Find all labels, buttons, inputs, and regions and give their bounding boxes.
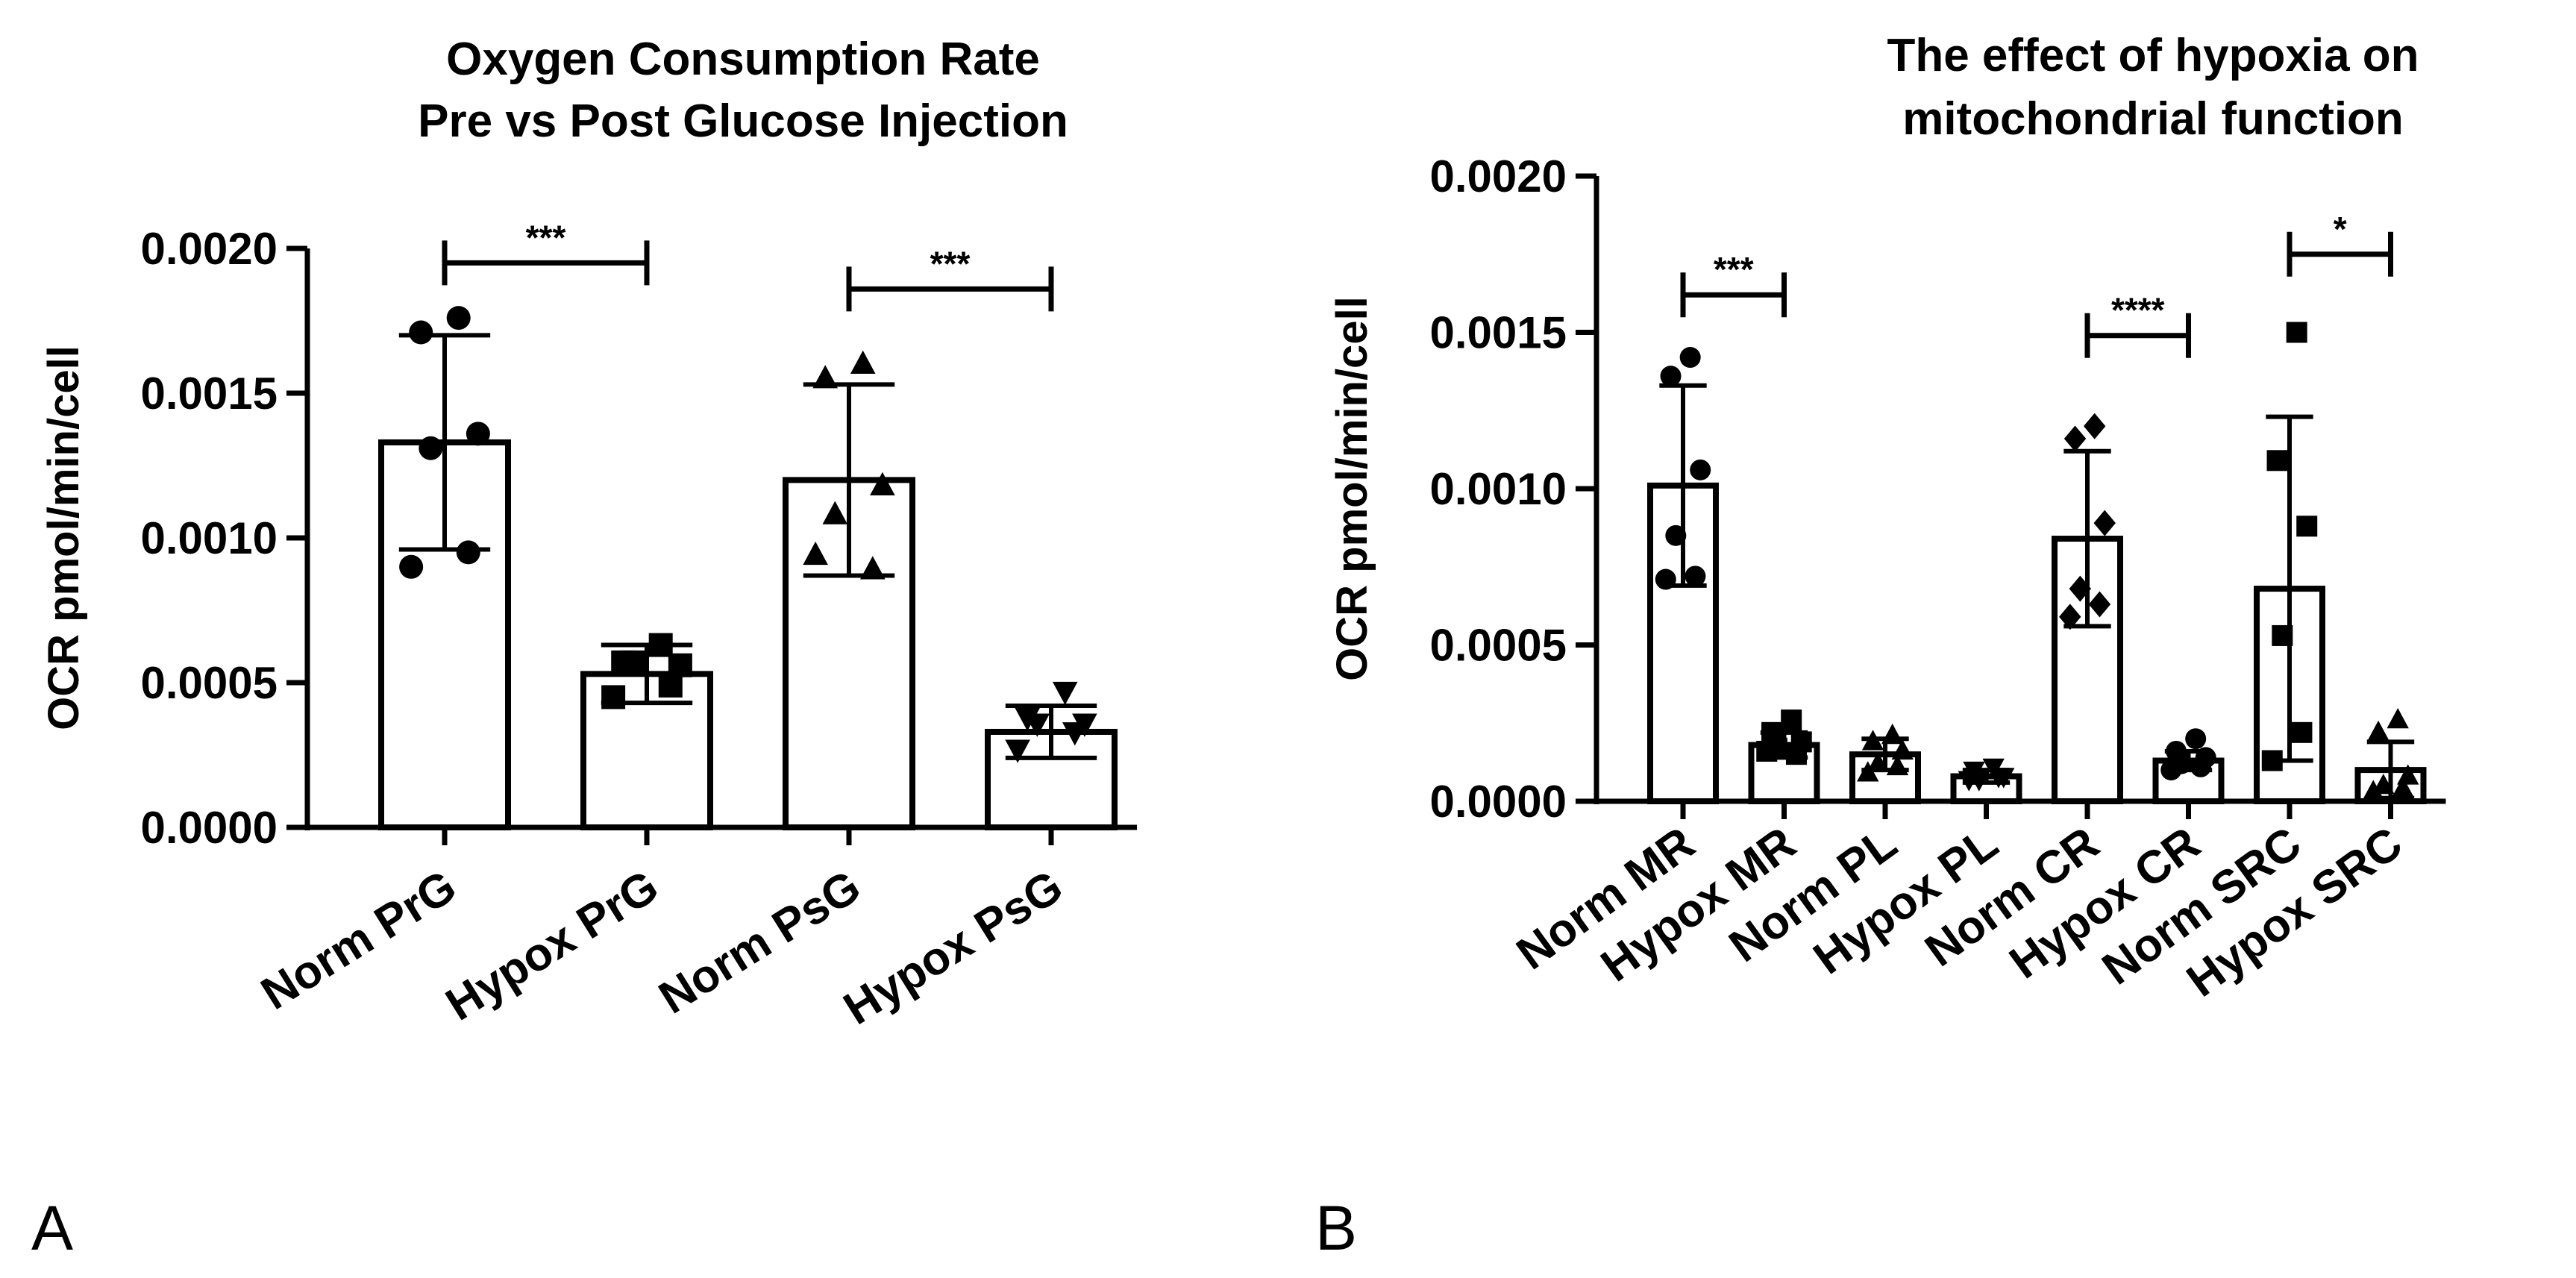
chart-title-line: Oxygen Consumption Rate bbox=[446, 34, 1040, 85]
y-tick-label: 0.0020 bbox=[1429, 151, 1567, 201]
significance-label: *** bbox=[526, 218, 566, 257]
y-tick-label: 0.0015 bbox=[1429, 308, 1567, 358]
data-point bbox=[2185, 728, 2207, 750]
data-point bbox=[2367, 720, 2389, 742]
data-point bbox=[2266, 450, 2288, 472]
data-point bbox=[2063, 425, 2087, 452]
data-point bbox=[1665, 524, 1687, 546]
data-point bbox=[668, 653, 692, 677]
data-point bbox=[1679, 347, 1701, 369]
y-tick-label: 0.0000 bbox=[1429, 777, 1567, 827]
significance-label: *** bbox=[930, 244, 971, 283]
data-point bbox=[446, 306, 471, 331]
panel-label: B bbox=[1315, 1193, 1357, 1263]
x-tick-label: Hypox PrG bbox=[437, 860, 667, 1030]
data-point bbox=[2069, 575, 2092, 602]
data-point bbox=[621, 650, 645, 674]
data-point bbox=[1781, 710, 1802, 731]
panel-a-chart: Oxygen Consumption Rate Pre vs Post Gluco… bbox=[31, 34, 1137, 1263]
panel-b-chart: The effect of hypoxia on mitochondrial fu… bbox=[1315, 30, 2446, 1263]
data-point bbox=[2093, 510, 2116, 536]
data-point bbox=[1024, 713, 1050, 737]
data-point bbox=[658, 673, 683, 698]
significance-label: * bbox=[2334, 210, 2347, 248]
data-point bbox=[1886, 754, 1909, 776]
data-point bbox=[1052, 681, 1078, 706]
data-point bbox=[1005, 739, 1030, 763]
data-point bbox=[1690, 459, 1711, 480]
chart-title-line: Pre vs Post Glucose Injection bbox=[418, 95, 1068, 147]
data-point bbox=[1685, 566, 1706, 587]
data-point bbox=[1857, 761, 1879, 782]
data-point bbox=[1867, 751, 1890, 772]
y-tick-label: 0.0015 bbox=[140, 369, 278, 419]
panel-label: A bbox=[31, 1193, 73, 1263]
y-tick-label: 0.0000 bbox=[140, 803, 278, 853]
data-point bbox=[1987, 768, 2010, 789]
chart-title-line: The effect of hypoxia on bbox=[1887, 30, 2419, 81]
data-point bbox=[1655, 568, 1676, 590]
data-point bbox=[2272, 624, 2293, 646]
y-tick-label: 0.0005 bbox=[1429, 621, 1567, 671]
data-point bbox=[2387, 707, 2409, 729]
data-point bbox=[409, 320, 433, 345]
x-tick-label: Hypox PsG bbox=[835, 860, 1071, 1035]
data-point bbox=[850, 350, 876, 374]
data-point bbox=[1756, 740, 1778, 762]
x-tick-label: Norm PsG bbox=[651, 860, 870, 1024]
data-point bbox=[2083, 413, 2106, 439]
data-point bbox=[870, 472, 895, 495]
data-point bbox=[2296, 516, 2318, 537]
data-point bbox=[803, 541, 828, 566]
data-point bbox=[812, 365, 839, 389]
data-point bbox=[822, 501, 848, 524]
y-tick-label: 0.0010 bbox=[1429, 464, 1567, 514]
data-point bbox=[859, 556, 886, 580]
data-point bbox=[1785, 744, 1807, 765]
data-point bbox=[1660, 366, 1682, 387]
data-point bbox=[419, 436, 443, 460]
data-point bbox=[648, 633, 673, 657]
data-point bbox=[1861, 730, 1884, 751]
data-point bbox=[2362, 780, 2384, 801]
data-point bbox=[2059, 604, 2081, 630]
data-point bbox=[1062, 722, 1088, 746]
y-axis-label: OCR pmol/min/cell bbox=[40, 345, 88, 730]
data-point bbox=[1881, 723, 1904, 745]
y-tick-label: 0.0020 bbox=[140, 224, 278, 274]
data-point bbox=[2088, 591, 2111, 618]
data-point bbox=[466, 422, 490, 446]
data-point bbox=[2291, 721, 2313, 743]
data-point bbox=[2190, 756, 2211, 777]
data-point bbox=[2286, 322, 2307, 343]
data-point bbox=[2160, 759, 2182, 781]
data-point bbox=[1891, 739, 1914, 760]
data-point bbox=[601, 685, 626, 710]
y-tick-label: 0.0005 bbox=[140, 658, 278, 708]
data-point bbox=[2392, 777, 2414, 798]
data-point bbox=[456, 540, 480, 565]
x-tick-label: Norm PrG bbox=[253, 860, 466, 1020]
significance-label: **** bbox=[2111, 291, 2165, 330]
significance-label: *** bbox=[1714, 250, 1754, 289]
data-point bbox=[1958, 771, 1980, 792]
y-axis-label: OCR pmol/min/cell bbox=[1328, 296, 1376, 681]
data-point bbox=[399, 554, 424, 579]
chart-title-line: mitochondrial function bbox=[1902, 93, 2404, 145]
data-point bbox=[2261, 750, 2283, 771]
y-tick-label: 0.0010 bbox=[140, 513, 278, 563]
